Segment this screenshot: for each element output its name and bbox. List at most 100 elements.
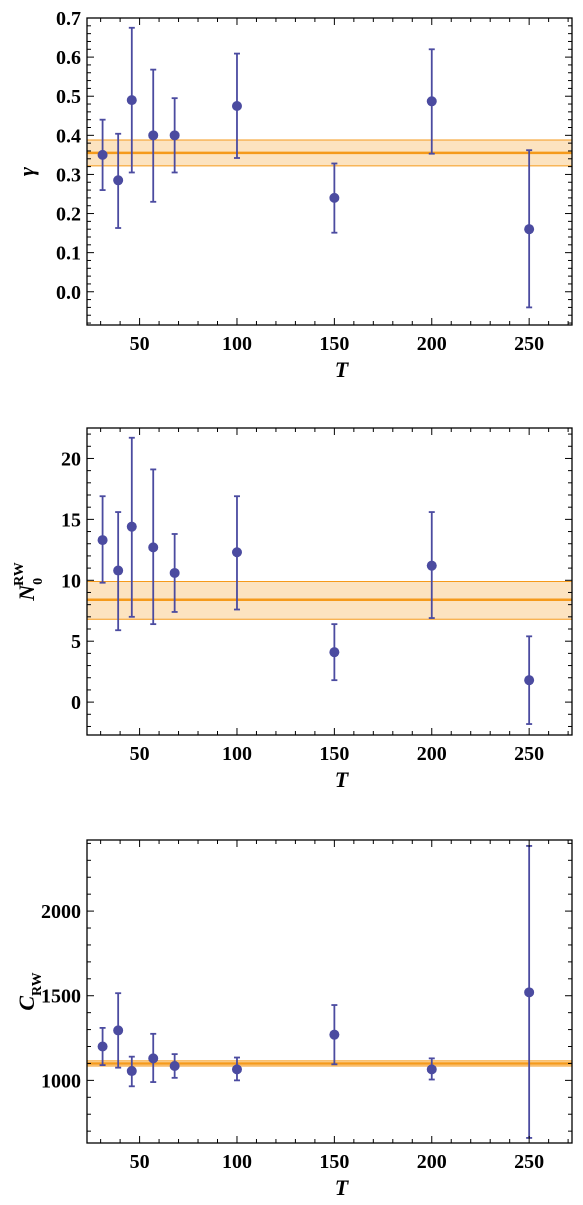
data-marker [126,1066,137,1077]
data-marker [169,130,180,141]
data-point-1 [97,495,108,584]
x-tick-label: 250 [514,333,544,355]
plot-frame [86,427,573,736]
y-tick-label: 2000 [41,901,81,923]
y-tick-label: 20 [61,448,81,470]
data-marker [113,175,124,186]
data-marker [426,96,437,107]
plot-panel-1: 50 100 150 200 250 0.0 0.1 0.2 0.3 0.4 0.5 0.6 0.7 Tγ [14,8,573,382]
plot-panel-3: 50 100 150 200 250 1000 1500 2000 T CRW [14,839,573,1200]
data-marker [97,1041,108,1052]
x-tick-label: 100 [222,1151,252,1173]
y-axis-label: CRW [14,972,45,1010]
data-point-8 [426,511,437,619]
data-marker [329,192,340,203]
data-point-5 [169,1053,180,1079]
x-tick-label: 50 [130,1151,150,1173]
data-marker [426,1064,437,1075]
x-tick-label: 150 [319,743,349,765]
x-tick-label: 150 [319,333,349,355]
y-tick-label: 15 [61,509,81,531]
x-tick-label: 200 [417,333,447,355]
data-marker [329,647,340,658]
data-point-8 [426,1057,437,1081]
data-marker [113,1025,124,1036]
data-marker [329,1029,340,1040]
data-point-8 [426,48,437,155]
y-axis-label: N0 RW [12,562,46,602]
y-tick-label: 1500 [41,986,81,1008]
data-marker [148,542,159,553]
y-axis-label-main: N [14,584,39,602]
data-marker [231,100,242,111]
data-point-7 [329,1004,340,1066]
data-marker [113,565,124,576]
y-axis-label-sub: 0 [31,578,46,585]
data-marker [524,987,535,998]
data-marker [169,1060,180,1071]
y-tick-label: 0.4 [56,125,81,147]
y-axis-label: γ [14,166,39,176]
x-tick-label: 100 [222,743,252,765]
y-axis-label-sub: RW [30,972,45,996]
data-point-5 [169,97,180,174]
data-point-2 [113,992,124,1069]
plot-frame [86,839,573,1144]
x-tick-label: 150 [319,1151,349,1173]
plot-frame [86,17,573,326]
data-point-6 [231,1056,242,1082]
data-marker [169,567,180,578]
data-point-7 [329,162,340,234]
y-tick-label: 0.2 [56,204,81,226]
data-point-4 [148,468,159,626]
y-tick-label: 0.6 [56,47,81,69]
x-tick-label: 200 [417,743,447,765]
data-marker [148,130,159,141]
x-tick-label: 50 [130,743,150,765]
data-point-2 [113,132,124,229]
data-point-9 [524,635,535,725]
data-point-3 [126,1055,137,1088]
data-marker [231,547,242,558]
data-point-4 [148,68,159,203]
data-point-1 [97,1026,108,1067]
data-marker [524,675,535,686]
data-marker [524,224,535,235]
data-marker [126,521,137,532]
x-axis-label: T [335,767,350,792]
data-point-6 [231,52,242,159]
data-point-5 [169,533,180,613]
x-axis-label: T [335,357,350,382]
y-tick-label: 0.3 [56,164,81,186]
data-point-3 [126,26,137,174]
y-tick-label: 0.0 [56,282,81,304]
data-marker [426,560,437,571]
y-tick-label: 0.1 [56,243,81,265]
y-axis-label-main: C [14,996,39,1011]
data-marker [97,149,108,160]
y-tick-label: 0.5 [56,86,81,108]
data-point-1 [97,118,108,191]
y-tick-label: 5 [71,631,81,653]
y-tick-label: 10 [61,570,81,592]
data-point-2 [113,511,124,632]
x-tick-label: 250 [514,1151,544,1173]
y-tick-label: 1000 [41,1070,81,1092]
data-point-4 [148,1032,159,1083]
data-point-9 [524,149,535,309]
data-marker [126,95,137,106]
y-tick-label: 0.7 [56,8,81,30]
y-tick-label: 0 [71,692,81,714]
data-marker [148,1053,159,1064]
y-axis-label-sup: RW [12,562,27,586]
data-point-9 [524,845,535,1139]
x-tick-label: 250 [514,743,544,765]
data-marker [97,535,108,546]
data-point-7 [329,623,340,682]
x-tick-label: 50 [130,333,150,355]
x-axis-label: T [335,1175,350,1200]
data-point-3 [126,436,137,618]
x-tick-label: 100 [222,333,252,355]
